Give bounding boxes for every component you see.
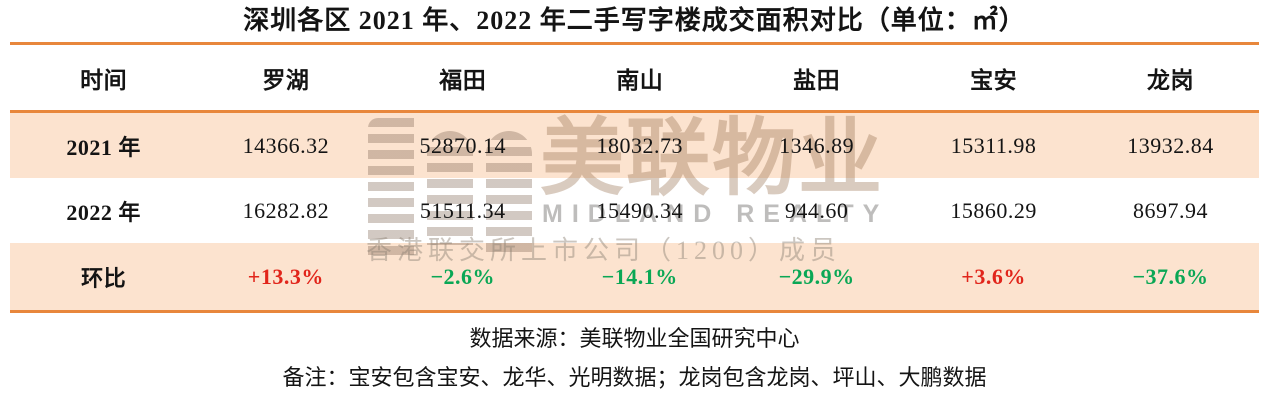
row-label: 2021 年 [66, 134, 141, 160]
table-cell: 944.60 [784, 197, 849, 223]
column-header-time: 时间 [80, 67, 128, 93]
note-caption: 备注：宝安包含宝安、龙华、光明数据；龙岗包含龙岗、坪山、大鹏数据 [282, 365, 987, 390]
table-cell: 16282.82 [242, 197, 330, 223]
table-cell: 8697.94 [1133, 197, 1208, 223]
table-cell: 14366.32 [242, 132, 330, 158]
table-row-2022: 2022 年 16282.82 51511.34 15490.34 944.60… [10, 178, 1259, 243]
table-cell: 18032.73 [596, 132, 683, 158]
data-source-caption: 数据来源：美联物业全国研究中心 [469, 326, 800, 351]
table-cell: 1346.89 [779, 132, 855, 158]
row-label: 环比 [81, 265, 127, 291]
row-label: 2022 年 [66, 199, 141, 225]
table-row-2021: 2021 年 14366.32 52870.14 18032.73 1346.8… [10, 113, 1259, 178]
table-cell: 15311.98 [950, 132, 1037, 158]
data-table: 时间 罗湖 福田 南山 盐田 宝安 龙岗 2021 年 14366.32 528… [10, 42, 1259, 313]
change-cell: −2.6% [430, 263, 496, 289]
column-header-nanshan: 南山 [616, 67, 664, 93]
column-header-luohu: 罗湖 [262, 67, 310, 93]
column-header-longgang: 龙岗 [1147, 67, 1194, 93]
change-cell: +13.3% [247, 263, 324, 289]
change-cell: +3.6% [961, 263, 1026, 289]
table-cell: 15860.29 [950, 197, 1037, 223]
change-cell: −14.1% [601, 263, 678, 289]
column-header-yantian: 盐田 [793, 67, 841, 93]
table-row-change: 环比 +13.3% −2.6% −14.1% −29.9% +3.6% −37.… [10, 243, 1259, 310]
column-header-futian: 福田 [439, 67, 487, 93]
table-cell: 52870.14 [419, 132, 506, 158]
table-cell: 51511.34 [419, 197, 506, 223]
table-cell: 13932.84 [1127, 132, 1214, 158]
table-cell: 15490.34 [596, 197, 683, 223]
column-header-baoan: 宝安 [970, 67, 1018, 93]
page-title: 深圳各区 2021 年、2022 年二手写字楼成交面积对比（单位：㎡） [243, 6, 1026, 35]
change-cell: −37.6% [1132, 263, 1209, 289]
change-cell: −29.9% [778, 263, 855, 289]
table-header-row: 时间 罗湖 福田 南山 盐田 宝安 龙岗 [10, 45, 1259, 113]
